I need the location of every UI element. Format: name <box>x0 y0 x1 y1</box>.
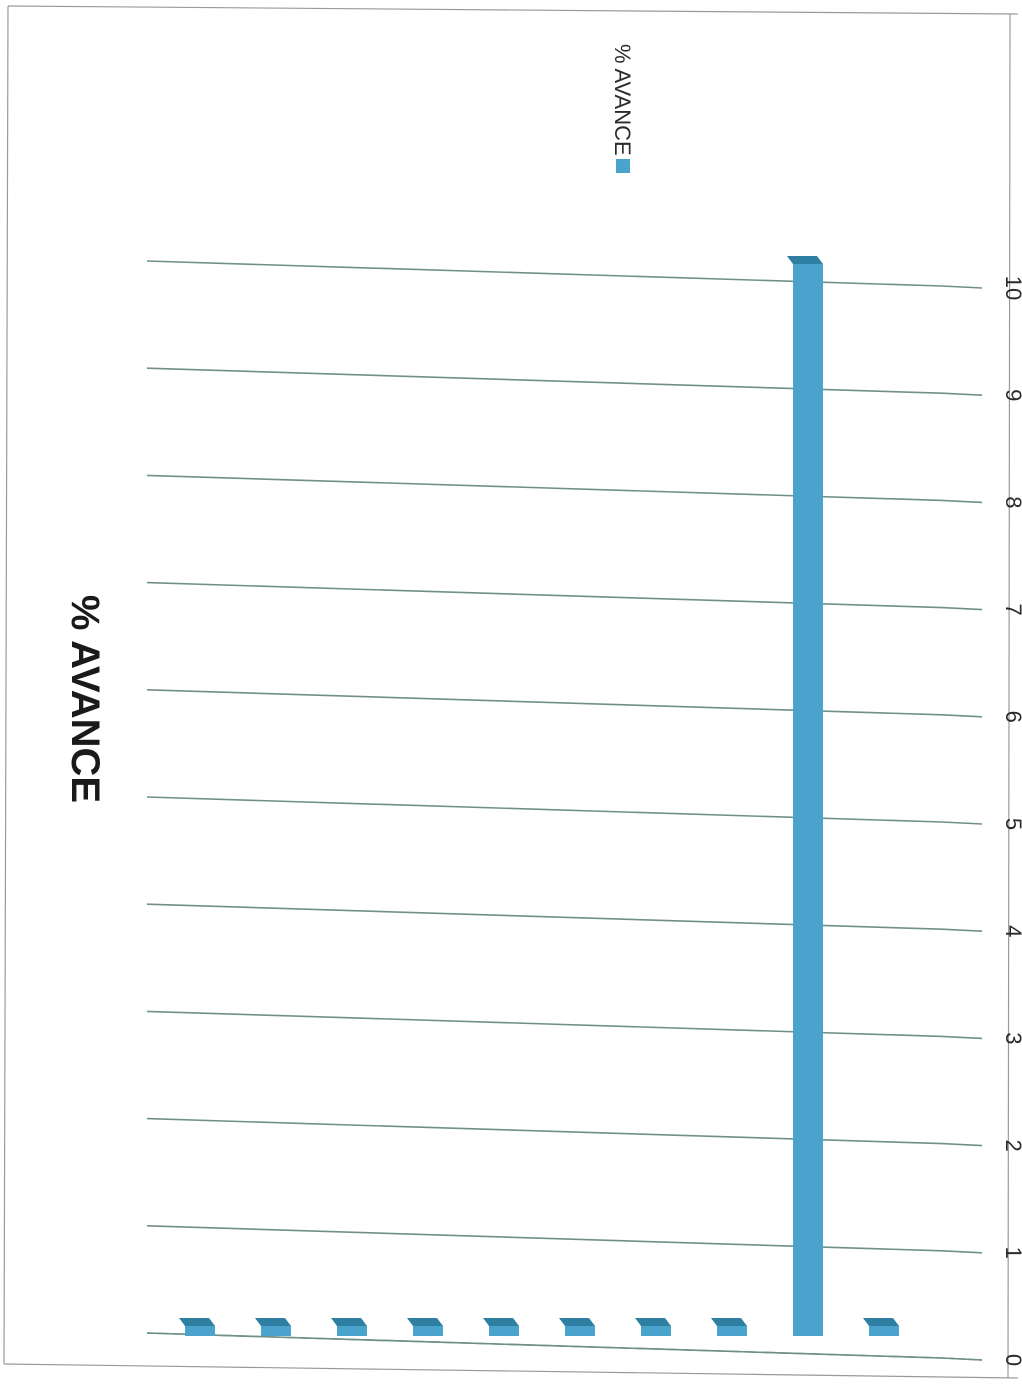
value-tick-label: 3 <box>1001 1032 1022 1044</box>
axis-edge <box>941 1357 983 1361</box>
legend-label: % AVANCE <box>610 44 635 156</box>
value-tick-label: 7 <box>1001 603 1022 615</box>
legend: % AVANCE <box>610 44 635 173</box>
value-tick-label: 4 <box>1001 925 1022 937</box>
gridlines <box>146 260 983 1361</box>
floor-edge <box>146 1332 943 1359</box>
chart-border-bottom <box>3 1363 1019 1379</box>
gridline <box>146 581 983 611</box>
bar <box>261 1326 291 1336</box>
bar <box>641 1326 671 1336</box>
bar-cap <box>255 1318 291 1326</box>
chart-border-right <box>1007 13 1011 1379</box>
value-tick-label: 1 <box>1001 1247 1022 1259</box>
bar <box>565 1326 595 1336</box>
bars <box>179 256 899 1336</box>
bar-cap <box>711 1318 747 1326</box>
plot-area: 0 1 2 3 4 5 6 7 8 9 10 % AVANCE % AVANCE <box>63 44 1022 1366</box>
gridline <box>146 1225 983 1254</box>
bar <box>337 1326 367 1336</box>
bar-cap <box>407 1318 443 1326</box>
bar <box>793 264 823 1336</box>
bar <box>185 1326 215 1336</box>
bar-cap <box>863 1318 899 1326</box>
bar-cap <box>331 1318 367 1326</box>
gridline <box>146 260 983 289</box>
gridline <box>146 689 983 718</box>
bar-cap <box>483 1318 519 1326</box>
value-axis: 0 1 2 3 4 5 6 7 8 9 10 <box>1001 276 1022 1366</box>
chart-title: % AVANCE <box>63 595 107 803</box>
value-tick-label: 9 <box>1001 389 1022 401</box>
bar-cap <box>787 256 823 264</box>
value-tick-label: 2 <box>1001 1139 1022 1151</box>
value-tick-label: 0 <box>1001 1354 1022 1366</box>
value-tick-label: 6 <box>1001 711 1022 723</box>
bar <box>717 1326 747 1336</box>
gridline <box>146 367 983 396</box>
gridline <box>146 474 983 504</box>
gridline <box>146 1010 983 1040</box>
legend-swatch <box>616 159 630 173</box>
bar-cap <box>635 1318 671 1326</box>
bar <box>869 1326 899 1336</box>
bar <box>489 1326 519 1336</box>
value-tick-label: 10 <box>1001 276 1022 300</box>
value-tick-label: 5 <box>1001 818 1022 830</box>
bar-cap <box>179 1318 215 1326</box>
gridline <box>146 1117 983 1147</box>
chart-border <box>7 5 1019 15</box>
value-tick-label: 8 <box>1001 496 1022 508</box>
bar-cap <box>559 1318 595 1326</box>
gridline <box>146 796 983 825</box>
bar <box>413 1326 443 1336</box>
gridline <box>146 903 983 932</box>
chart-border-left <box>3 5 9 1365</box>
